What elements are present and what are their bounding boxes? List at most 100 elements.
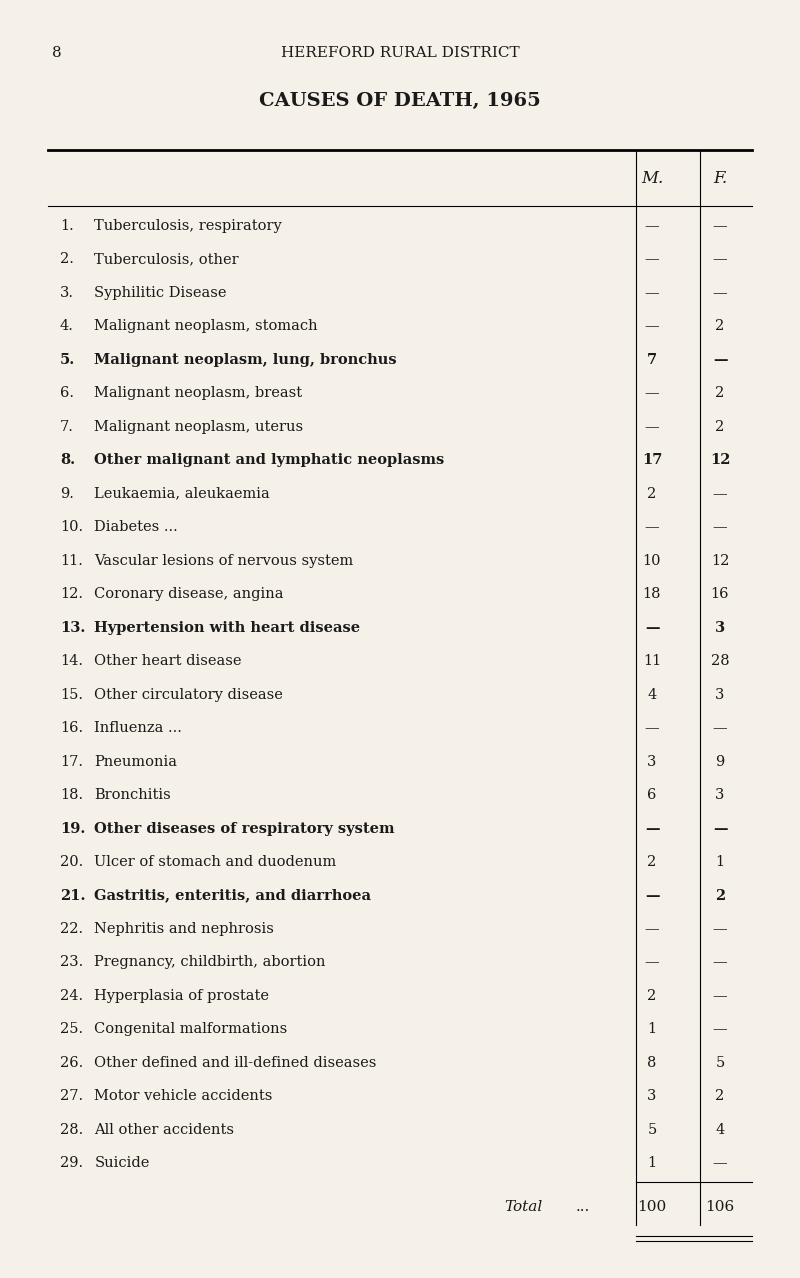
Text: 106: 106 <box>706 1200 734 1214</box>
Text: Syphilitic Disease: Syphilitic Disease <box>94 286 227 300</box>
Text: 2: 2 <box>715 419 725 433</box>
Text: Suicide: Suicide <box>94 1157 150 1171</box>
Text: —: — <box>713 989 727 1003</box>
Text: Diabetes ...: Diabetes ... <box>94 520 178 534</box>
Text: —: — <box>645 721 659 735</box>
Text: Vascular lesions of nervous system: Vascular lesions of nervous system <box>94 553 354 567</box>
Text: 20.: 20. <box>60 855 83 869</box>
Text: 2.: 2. <box>60 252 74 266</box>
Text: Malignant neoplasm, uterus: Malignant neoplasm, uterus <box>94 419 303 433</box>
Text: Leukaemia, aleukaemia: Leukaemia, aleukaemia <box>94 487 270 501</box>
Text: —: — <box>645 921 659 935</box>
Text: 100: 100 <box>638 1200 666 1214</box>
Text: 2: 2 <box>647 855 657 869</box>
Text: —: — <box>645 419 659 433</box>
Text: 4.: 4. <box>60 320 74 334</box>
Text: —: — <box>713 487 727 501</box>
Text: 9.: 9. <box>60 487 74 501</box>
Text: 5: 5 <box>715 1056 725 1070</box>
Text: 1: 1 <box>647 1022 657 1036</box>
Text: Pregnancy, childbirth, abortion: Pregnancy, childbirth, abortion <box>94 956 326 970</box>
Text: 15.: 15. <box>60 688 83 702</box>
Text: 3: 3 <box>715 621 725 635</box>
Text: 19.: 19. <box>60 822 86 836</box>
Text: —: — <box>645 252 659 266</box>
Text: 29.: 29. <box>60 1157 83 1171</box>
Text: Other circulatory disease: Other circulatory disease <box>94 688 283 702</box>
Text: Pneumonia: Pneumonia <box>94 754 178 768</box>
Text: 7.: 7. <box>60 419 74 433</box>
Text: 8.: 8. <box>60 454 75 468</box>
Text: 12: 12 <box>710 454 730 468</box>
Text: 4: 4 <box>715 1123 725 1137</box>
Text: 6.: 6. <box>60 386 74 400</box>
Text: Other malignant and lymphatic neoplasms: Other malignant and lymphatic neoplasms <box>94 454 445 468</box>
Text: 3: 3 <box>647 1089 657 1103</box>
Text: —: — <box>713 252 727 266</box>
Text: CAUSES OF DEATH, 1965: CAUSES OF DEATH, 1965 <box>259 92 541 110</box>
Text: M.: M. <box>641 170 663 187</box>
Text: 2: 2 <box>715 1089 725 1103</box>
Text: —: — <box>713 219 727 233</box>
Text: 8: 8 <box>647 1056 657 1070</box>
Text: —: — <box>713 520 727 534</box>
Text: 28: 28 <box>710 654 730 668</box>
Text: —: — <box>713 1157 727 1171</box>
Text: Other heart disease: Other heart disease <box>94 654 242 668</box>
Text: 22.: 22. <box>60 921 83 935</box>
Text: 18.: 18. <box>60 789 83 803</box>
Text: —: — <box>645 320 659 334</box>
Text: —: — <box>645 386 659 400</box>
Text: Congenital malformations: Congenital malformations <box>94 1022 288 1036</box>
Text: ...: ... <box>576 1200 590 1214</box>
Text: Malignant neoplasm, stomach: Malignant neoplasm, stomach <box>94 320 318 334</box>
Text: 14.: 14. <box>60 654 83 668</box>
Text: 18: 18 <box>642 587 662 601</box>
Text: 17: 17 <box>642 454 662 468</box>
Text: Tuberculosis, respiratory: Tuberculosis, respiratory <box>94 219 282 233</box>
Text: 1: 1 <box>647 1157 657 1171</box>
Text: 21.: 21. <box>60 888 86 902</box>
Text: Malignant neoplasm, breast: Malignant neoplasm, breast <box>94 386 302 400</box>
Text: —: — <box>713 286 727 300</box>
Text: Tuberculosis, other: Tuberculosis, other <box>94 252 239 266</box>
Text: Nephritis and nephrosis: Nephritis and nephrosis <box>94 921 274 935</box>
Text: 3.: 3. <box>60 286 74 300</box>
Text: 27.: 27. <box>60 1089 83 1103</box>
Text: 2: 2 <box>715 888 725 902</box>
Text: 2: 2 <box>647 487 657 501</box>
Text: 2: 2 <box>715 386 725 400</box>
Text: 16: 16 <box>710 587 730 601</box>
Text: —: — <box>713 353 727 367</box>
Text: Coronary disease, angina: Coronary disease, angina <box>94 587 284 601</box>
Text: 3: 3 <box>715 688 725 702</box>
Text: 12.: 12. <box>60 587 83 601</box>
Text: F.: F. <box>713 170 727 187</box>
Text: —: — <box>713 921 727 935</box>
Text: —: — <box>713 956 727 970</box>
Text: 6: 6 <box>647 789 657 803</box>
Text: 17.: 17. <box>60 754 83 768</box>
Text: —: — <box>713 721 727 735</box>
Text: —: — <box>645 822 659 836</box>
Text: 3: 3 <box>647 754 657 768</box>
Text: Gastritis, enteritis, and diarrhoea: Gastritis, enteritis, and diarrhoea <box>94 888 371 902</box>
Text: 12: 12 <box>711 553 729 567</box>
Text: —: — <box>645 888 659 902</box>
Text: Other diseases of respiratory system: Other diseases of respiratory system <box>94 822 395 836</box>
Text: All other accidents: All other accidents <box>94 1123 234 1137</box>
Text: Hyperplasia of prostate: Hyperplasia of prostate <box>94 989 270 1003</box>
Text: Hypertension with heart disease: Hypertension with heart disease <box>94 621 361 635</box>
Text: 7: 7 <box>647 353 657 367</box>
Text: 10: 10 <box>642 553 662 567</box>
Text: Ulcer of stomach and duodenum: Ulcer of stomach and duodenum <box>94 855 337 869</box>
Text: 28.: 28. <box>60 1123 83 1137</box>
Text: 2: 2 <box>715 320 725 334</box>
Text: —: — <box>713 1022 727 1036</box>
Text: 4: 4 <box>647 688 657 702</box>
Text: 23.: 23. <box>60 956 83 970</box>
Text: HEREFORD RURAL DISTRICT: HEREFORD RURAL DISTRICT <box>281 46 519 60</box>
Text: —: — <box>645 520 659 534</box>
Text: 2: 2 <box>647 989 657 1003</box>
Text: 1.: 1. <box>60 219 74 233</box>
